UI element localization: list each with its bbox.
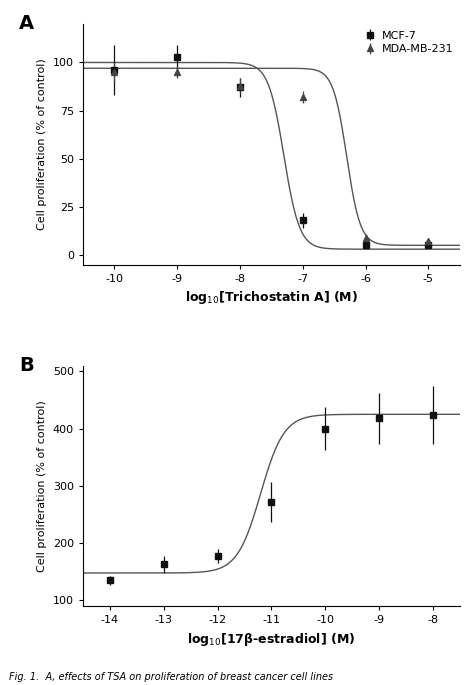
Text: B: B [19, 356, 34, 375]
Text: Fig. 1.  A, effects of TSA on proliferation of breast cancer cell lines: Fig. 1. A, effects of TSA on proliferati… [9, 671, 334, 682]
X-axis label: log$_{10}$[17β-estradiol] (M): log$_{10}$[17β-estradiol] (M) [187, 631, 356, 648]
Y-axis label: Cell proliferation (% of control): Cell proliferation (% of control) [37, 58, 47, 230]
Text: A: A [19, 14, 34, 34]
Y-axis label: Cell proliferation (% of control): Cell proliferation (% of control) [37, 400, 47, 572]
X-axis label: log$_{10}$[Trichostatin A] (M): log$_{10}$[Trichostatin A] (M) [185, 289, 358, 306]
Legend: MCF-7, MDA-MB-231: MCF-7, MDA-MB-231 [363, 29, 454, 55]
